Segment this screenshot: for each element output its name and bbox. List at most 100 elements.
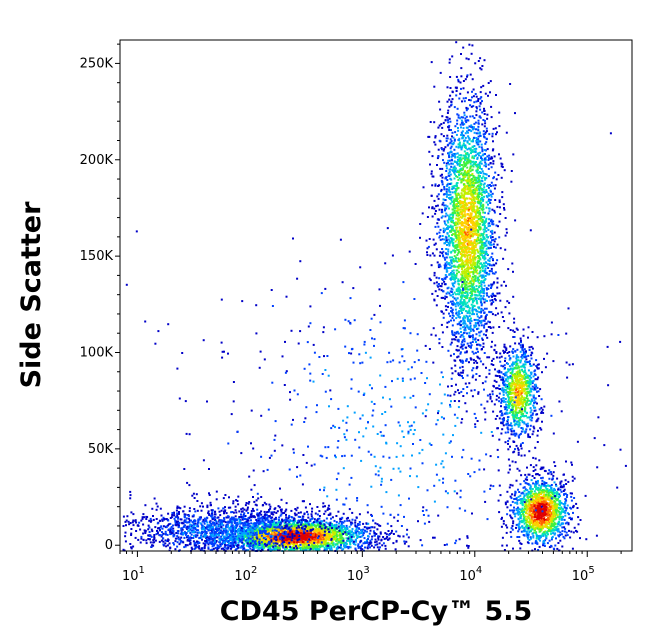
event-dot xyxy=(195,535,198,538)
event-dot xyxy=(205,540,208,543)
event-dot xyxy=(444,199,447,201)
event-dot xyxy=(172,527,175,530)
event-dot xyxy=(356,526,359,528)
event-dot xyxy=(322,505,325,508)
event-dot xyxy=(167,512,170,515)
event-dot xyxy=(339,518,342,521)
event-dot xyxy=(262,526,265,529)
event-dot xyxy=(492,160,495,163)
event-dot xyxy=(322,527,324,530)
event-dot xyxy=(487,284,490,287)
event-dot xyxy=(279,548,282,550)
event-dot xyxy=(295,513,298,516)
event-dot xyxy=(250,510,253,512)
event-dot xyxy=(237,503,240,506)
event-dot xyxy=(282,546,285,549)
event-dot xyxy=(475,169,478,172)
event-dot xyxy=(357,544,360,547)
event-dot xyxy=(322,543,325,546)
event-dot xyxy=(323,546,326,549)
event-dot xyxy=(218,524,221,527)
event-dot xyxy=(500,284,503,287)
event-dot xyxy=(481,65,484,67)
event-dot xyxy=(458,201,461,204)
event-dot xyxy=(159,526,162,529)
event-dot xyxy=(264,535,267,538)
event-dot xyxy=(313,529,316,532)
event-dot xyxy=(203,528,206,531)
event-dot xyxy=(268,540,270,543)
event-dot xyxy=(451,188,454,190)
event-dot xyxy=(283,548,286,551)
event-dot xyxy=(235,548,238,551)
event-dot xyxy=(371,535,374,538)
event-dot xyxy=(332,542,335,545)
event-dot xyxy=(318,526,320,529)
event-dot xyxy=(245,544,248,547)
event-dot xyxy=(149,520,152,523)
event-dot xyxy=(452,285,455,288)
event-dot xyxy=(469,201,472,204)
event-dot xyxy=(150,545,153,548)
event-dot xyxy=(476,242,479,245)
event-dot xyxy=(463,281,466,284)
event-dot xyxy=(156,532,159,535)
event-dot xyxy=(306,547,308,550)
event-dot xyxy=(333,533,336,536)
event-dot xyxy=(283,524,286,527)
event-dot xyxy=(354,529,357,532)
event-dot xyxy=(274,529,277,532)
event-dot xyxy=(176,512,179,515)
event-dot xyxy=(291,548,294,551)
event-dot xyxy=(203,530,206,532)
event-dot xyxy=(314,525,317,528)
event-dot xyxy=(196,545,199,548)
event-dot xyxy=(469,147,472,150)
event-dot xyxy=(187,517,190,520)
event-dot xyxy=(194,528,197,531)
event-dot xyxy=(172,524,174,527)
event-dot xyxy=(282,519,285,522)
event-dot xyxy=(180,536,183,539)
event-dot xyxy=(311,522,314,525)
event-dot xyxy=(126,515,129,518)
event-dot xyxy=(280,525,283,528)
event-dot xyxy=(407,536,410,539)
event-dot xyxy=(336,542,339,545)
event-dot xyxy=(293,547,296,550)
event-dot xyxy=(253,515,256,518)
event-dot xyxy=(449,290,452,293)
event-dot xyxy=(176,514,179,517)
event-dot xyxy=(261,548,264,551)
event-dot xyxy=(479,291,482,294)
event-dot xyxy=(492,223,495,226)
event-dot xyxy=(366,511,369,514)
event-dot xyxy=(467,264,470,267)
event-dot xyxy=(338,529,341,532)
event-dot xyxy=(455,75,458,78)
event-dot xyxy=(264,524,267,527)
event-dot xyxy=(237,534,240,537)
event-dot xyxy=(306,510,309,513)
event-dot xyxy=(505,228,508,231)
event-dot xyxy=(129,497,132,500)
event-dot xyxy=(230,538,233,541)
event-dot xyxy=(247,502,250,505)
event-dot xyxy=(190,529,193,532)
event-dot xyxy=(265,518,268,521)
event-dot xyxy=(241,522,244,524)
event-dot xyxy=(171,514,174,516)
event-dot xyxy=(457,312,460,315)
event-dot xyxy=(448,256,451,259)
event-dot xyxy=(247,549,249,552)
event-dot xyxy=(166,544,169,547)
event-dot xyxy=(342,512,345,515)
event-dot xyxy=(486,148,489,151)
event-dot xyxy=(183,532,186,535)
event-dot xyxy=(486,117,489,120)
event-dot xyxy=(435,276,438,279)
event-dot xyxy=(316,534,319,537)
event-dot xyxy=(191,531,194,534)
event-dot xyxy=(172,530,175,533)
event-dot xyxy=(309,531,312,534)
